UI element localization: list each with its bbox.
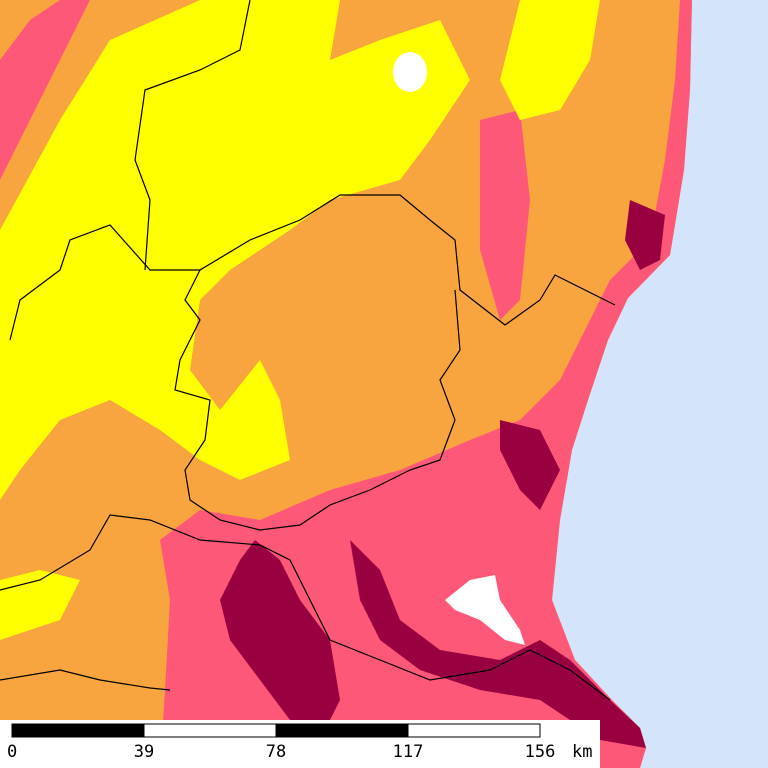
scale-segment (407, 723, 541, 738)
zone-pink (480, 110, 530, 320)
zone-dark (500, 420, 560, 510)
zone-yellow (0, 0, 470, 500)
border (0, 669, 171, 691)
scale-segment (143, 723, 277, 738)
lake (445, 575, 525, 645)
scale-label: 156 (525, 742, 556, 762)
scale-label: 0 (7, 742, 17, 762)
scale-label: 117 (393, 742, 424, 762)
zone-pink (0, 0, 90, 180)
border (134, 0, 251, 271)
zone-pink (160, 0, 692, 768)
border (9, 194, 616, 341)
scale-label: 78 (266, 742, 286, 762)
scale-segment (275, 723, 409, 738)
zone-dark (220, 540, 340, 720)
zone-yellow (0, 570, 80, 640)
zone-dark (350, 540, 646, 748)
zone-dark (625, 200, 665, 270)
lake (393, 52, 427, 92)
scale-unit: km (572, 742, 592, 762)
zone-yellow (500, 0, 600, 120)
border (0, 514, 611, 701)
borders (0, 0, 616, 701)
scale-bar (11, 723, 541, 738)
scale-label: 39 (134, 742, 154, 762)
border (174, 269, 461, 531)
scale-segment (11, 723, 145, 738)
